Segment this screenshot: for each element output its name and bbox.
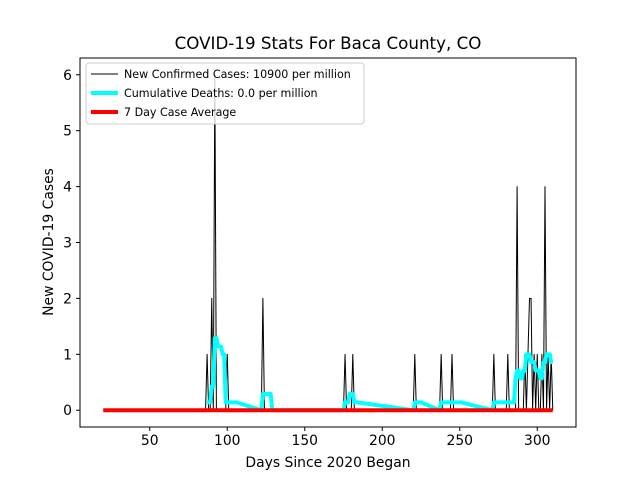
y-tick-label: 5 — [63, 124, 72, 140]
x-tick-label: 150 — [291, 433, 318, 449]
legend-label-seven-day-average: 7 Day Case Average — [124, 106, 236, 119]
series-layer — [103, 74, 554, 413]
x-tick-label: 200 — [369, 433, 396, 449]
x-axis: 50 100 150 200 250 300 — [141, 427, 551, 449]
x-tick-label: 100 — [214, 433, 241, 449]
y-axis-label: New COVID-19 Cases — [41, 168, 57, 316]
x-tick-label: 300 — [524, 433, 551, 449]
legend-box — [85, 62, 365, 125]
legend-label-new-cases: New Confirmed Cases: 10900 per million — [124, 68, 351, 81]
y-tick-label: 4 — [63, 180, 72, 196]
y-tick-label: 1 — [63, 347, 72, 363]
chart-title: COVID-19 Stats For Baca County, CO — [175, 33, 482, 53]
y-tick-label: 2 — [63, 291, 72, 307]
y-tick-label: 6 — [63, 68, 72, 84]
legend-label-cumulative-deaths: Cumulative Deaths: 0.0 per million — [124, 87, 318, 100]
x-tick-label: 50 — [141, 433, 159, 449]
cumulative-deaths-line — [206, 336, 554, 413]
y-tick-label: 0 — [63, 403, 72, 419]
y-tick-label: 3 — [63, 236, 72, 252]
x-axis-label: Days Since 2020 Began — [245, 455, 410, 471]
x-tick-label: 250 — [446, 433, 473, 449]
y-axis: 0 1 2 3 4 5 6 — [63, 68, 80, 419]
legend: New Confirmed Cases: 10900 per million C… — [85, 62, 365, 125]
